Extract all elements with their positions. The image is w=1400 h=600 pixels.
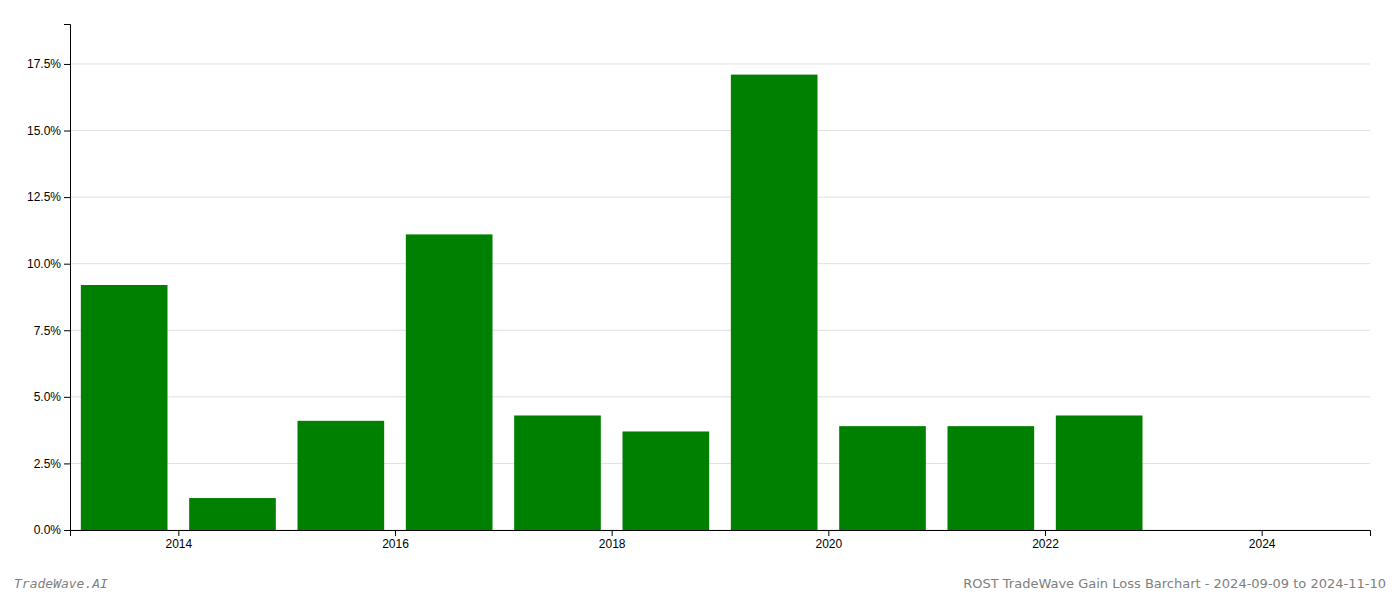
bar	[406, 234, 493, 530]
grid-line	[70, 197, 1370, 198]
x-tick-mark	[1262, 530, 1263, 536]
bar	[189, 498, 276, 530]
x-tick-mark	[828, 530, 829, 536]
grid-line	[70, 263, 1370, 264]
grid-line	[70, 130, 1370, 131]
x-tick: 2022	[1032, 530, 1059, 551]
grid-line	[70, 396, 1370, 397]
bar	[731, 75, 818, 530]
x-axis-line	[71, 531, 1371, 537]
y-tick-mark	[64, 463, 70, 464]
bar	[839, 426, 926, 530]
x-tick: 2018	[599, 530, 626, 551]
x-axis: 2014 2016 2018 2020 2022 2024	[71, 530, 1371, 551]
bar	[81, 285, 168, 530]
y-axis: 0.0% 2.5% 5.0% 7.5% 10.0% 12.5% 15.0% 17.5%	[27, 25, 71, 538]
x-tick-label: 2024	[1249, 537, 1276, 551]
x-tick-mark	[1045, 530, 1046, 536]
y-tick-label: 7.5%	[34, 324, 62, 338]
footer-left: TradeWave.AI	[14, 576, 108, 591]
bar	[1164, 530, 1251, 531]
x-tick: 2024	[1249, 530, 1276, 551]
bar	[514, 415, 601, 530]
plot: 2014 2016 2018 2020 2022 2024 0.0% 2.5% 5.0% 7.5%…	[27, 25, 1371, 551]
y-tick: 5.0%	[34, 390, 70, 404]
y-axis-line	[64, 25, 71, 531]
grid-line	[70, 63, 1370, 64]
x-tick: 2014	[165, 530, 192, 551]
y-tick-mark	[64, 131, 70, 132]
x-tick-label: 2020	[815, 537, 842, 551]
y-tick: 17.5%	[27, 57, 70, 71]
chart: 2014 2016 2018 2020 2022 2024 0.0% 2.5% 5.0% 7.5%…	[0, 0, 1400, 600]
x-tick-label: 2016	[382, 537, 409, 551]
y-tick-mark	[64, 197, 70, 198]
x-tick: 2016	[382, 530, 409, 551]
y-tick-label: 2.5%	[34, 457, 62, 471]
y-tick-label: 10.0%	[27, 257, 61, 271]
grid-line	[70, 463, 1370, 464]
y-tick-label: 0.0%	[34, 523, 62, 537]
x-tick: 2020	[815, 530, 842, 551]
y-tick-label: 15.0%	[27, 124, 61, 138]
y-tick-label: 12.5%	[27, 190, 61, 204]
y-tick: 7.5%	[34, 324, 70, 338]
y-tick-mark	[64, 330, 70, 331]
grid	[70, 64, 1370, 530]
bar	[948, 426, 1035, 530]
bar	[1056, 415, 1143, 530]
y-tick: 0.0%	[34, 523, 70, 537]
x-tick-mark	[395, 530, 396, 536]
bars	[81, 75, 1143, 530]
y-tick-mark	[64, 397, 70, 398]
x-tick-label: 2014	[165, 537, 192, 551]
x-tick-mark	[612, 530, 613, 536]
y-tick-mark	[64, 264, 70, 265]
y-tick-label: 17.5%	[27, 57, 61, 71]
y-tick-label: 5.0%	[34, 390, 62, 404]
y-tick: 2.5%	[34, 457, 70, 471]
y-tick: 10.0%	[27, 257, 70, 271]
footer-right: ROST TradeWave Gain Loss Barchart - 2024…	[963, 576, 1386, 591]
y-tick: 15.0%	[27, 124, 70, 138]
bar	[623, 431, 710, 530]
x-tick-label: 2018	[599, 537, 626, 551]
y-tick-mark	[64, 64, 70, 65]
y-tick: 12.5%	[27, 190, 70, 204]
y-tick-mark	[64, 530, 70, 531]
x-tick-mark	[178, 530, 179, 536]
grid-line	[70, 330, 1370, 331]
x-tick-label: 2022	[1032, 537, 1059, 551]
bar	[298, 421, 385, 530]
